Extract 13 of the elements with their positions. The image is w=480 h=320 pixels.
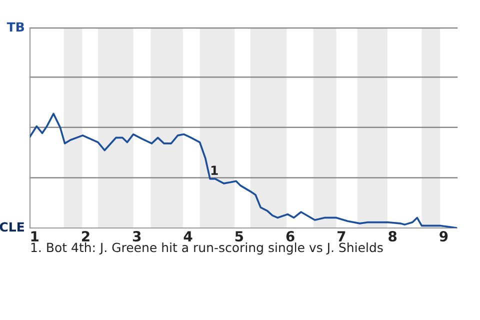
x-tick-label: 8	[388, 231, 397, 242]
x-tick-label: 1	[31, 231, 38, 242]
x-tick-label: 2	[82, 231, 90, 242]
x-tick-label: 9	[440, 231, 448, 242]
text: 1. Bot 4th: J. Greene hit a run-scoring single vs J. Shields	[31, 242, 383, 255]
x-tick-label: 7	[338, 231, 346, 242]
x-tick-label: 6	[286, 231, 294, 242]
x-tick-label: 4	[184, 231, 192, 242]
text: CLE	[0, 222, 24, 232]
annotation: 1	[211, 166, 218, 175]
text: TB	[6, 22, 24, 32]
x-tick-label: 5	[235, 231, 244, 242]
x-tick-label: 3	[132, 231, 141, 242]
